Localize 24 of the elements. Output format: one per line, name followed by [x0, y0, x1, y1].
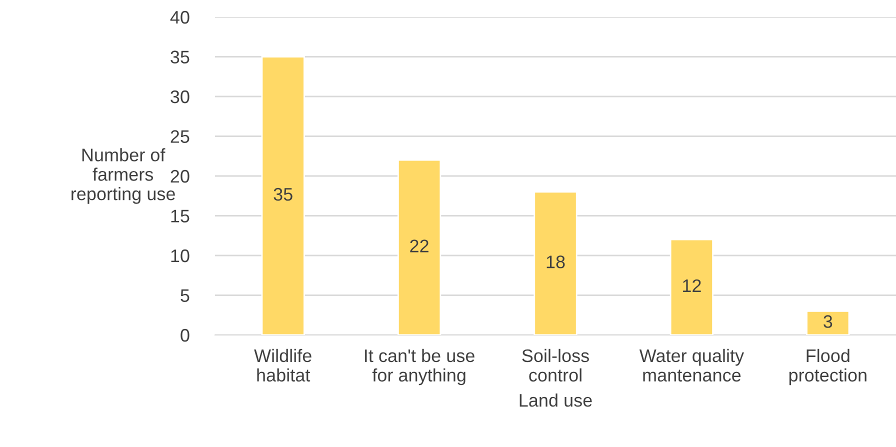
data-label: 3: [824, 315, 832, 328]
x-tick-label: Soil-loss control: [522, 348, 589, 382]
data-label: 12: [683, 279, 701, 292]
y-tick-label: 10: [171, 249, 190, 262]
data-label: 18: [546, 256, 565, 268]
bar: [806, 310, 850, 335]
bar: [670, 238, 714, 335]
y-tick-label: 35: [170, 50, 190, 64]
bar: [397, 159, 442, 335]
x-tick-label: Wildlife habitat: [254, 348, 312, 382]
y-tick-label: 40: [170, 10, 190, 24]
y-tick-label: 15: [171, 210, 190, 222]
x-tick-label: It can't be use for anything: [365, 348, 474, 386]
bar: [261, 56, 305, 335]
y-tick-label: 0: [180, 328, 190, 342]
y-tick-label: 30: [170, 90, 190, 104]
x-tick-label: Flood protection: [789, 348, 866, 386]
x-tick-label: Water quality mantenance: [639, 348, 744, 382]
x-axis-title: Land use: [520, 394, 592, 407]
y-tick-label: 25: [170, 130, 190, 143]
y-tick-label: 5: [180, 289, 190, 302]
data-label: 22: [410, 240, 428, 252]
data-label: 35: [274, 188, 292, 201]
bar: [534, 191, 578, 335]
